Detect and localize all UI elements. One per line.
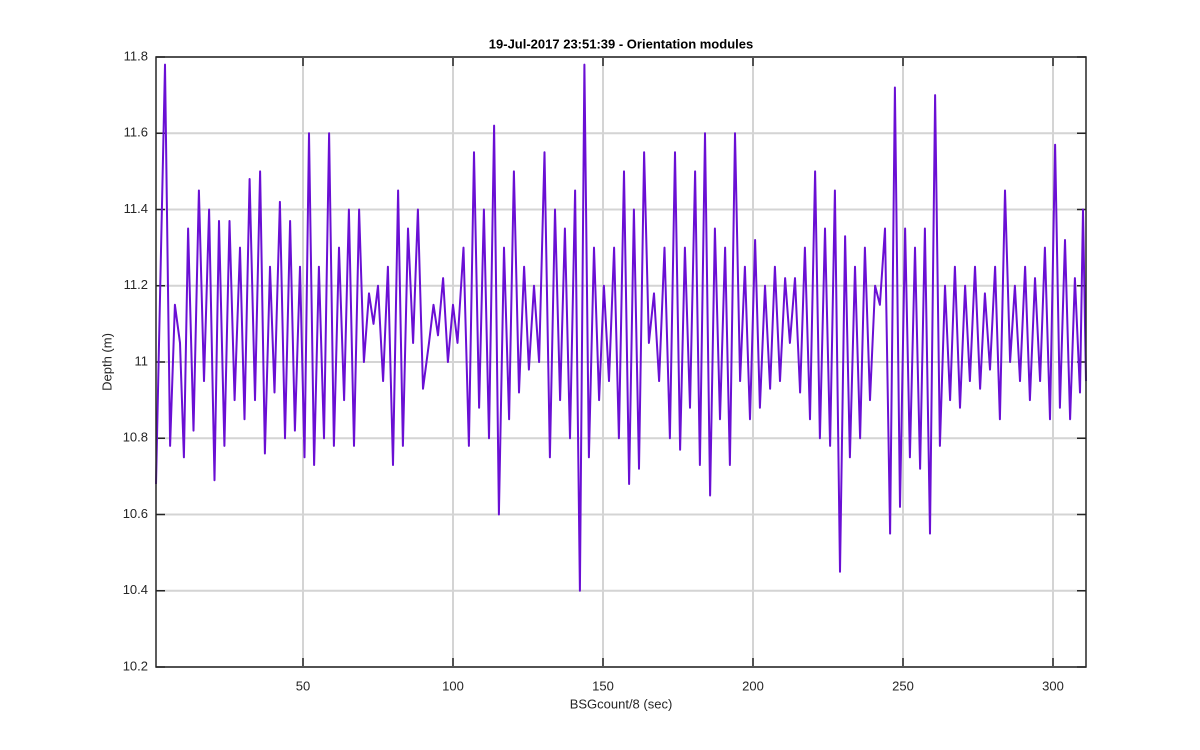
y-tick-label: 10.4 (123, 582, 148, 597)
y-tick-label: 11.8 (124, 48, 148, 63)
y-tick-label: 10.2 (123, 658, 148, 673)
chart-title: 19-Jul-2017 23:51:39 - Orientation modul… (489, 36, 753, 51)
x-tick-label: 150 (592, 678, 614, 693)
x-tick-label: 200 (742, 678, 764, 693)
x-tick-label: 50 (296, 678, 310, 693)
x-axis-label: BSGcount/8 (sec) (570, 696, 673, 711)
data-line (155, 63, 1087, 592)
plot-frame (155, 56, 1087, 668)
y-tick-label: 11 (135, 353, 149, 368)
x-tick-label: 300 (1042, 678, 1064, 693)
x-tick-label: 250 (892, 678, 914, 693)
y-axis-label: Depth (m) (99, 333, 114, 391)
y-tick-label: 10.6 (123, 506, 148, 521)
y-tick-label: 11.6 (124, 125, 148, 140)
y-tick-label: 10.8 (123, 430, 148, 445)
y-tick-label: 11.2 (124, 277, 148, 292)
y-tick-label: 11.4 (124, 201, 148, 216)
x-tick-label: 100 (442, 678, 464, 693)
